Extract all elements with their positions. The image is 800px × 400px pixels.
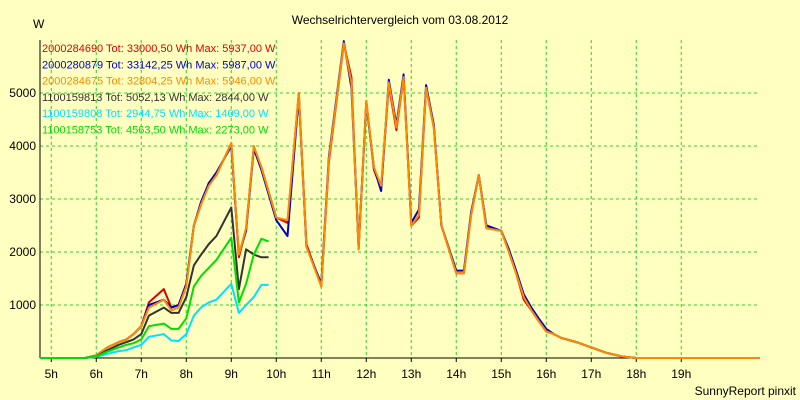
x-tick-label: 12h (356, 367, 376, 381)
x-tick-label: 15h (491, 367, 511, 381)
y-axis-unit: W (33, 17, 45, 31)
legend-entry-1100159808: 1100159808 Tot: 2944,75 Wh Max: 1409,00 … (42, 108, 269, 120)
series-line-2000284675 (40, 42, 760, 359)
x-tick-label: 10h (266, 367, 286, 381)
grid-lines (40, 40, 760, 358)
x-tick-label: 18h (626, 367, 646, 381)
x-tick-label: 6h (90, 367, 103, 381)
legend: 2000284690 Tot: 33000,50 Wh Max: 5937,00… (42, 43, 276, 137)
x-tick-label: 9h (225, 367, 238, 381)
legend-entry-1100159813: 1100159813 Tot: 5052,13 Wh Max: 2844,00 … (42, 92, 269, 104)
legend-entry-2000280879: 2000280879 Tot: 33142,25 Wh Max: 5987,00… (42, 59, 276, 71)
tick-labels: 1000 2000 3000 4000 5000 5h 6h 7h 8h 9h 10h 11h 12h 1… (9, 86, 691, 381)
series-line-1100159808 (40, 282, 269, 359)
legend-entry-2000284675: 2000284675 Tot: 32804,25 Wh Max: 5946,00… (42, 76, 276, 88)
y-tick-label: 5000 (9, 86, 36, 100)
x-tick-label: 19h (671, 367, 691, 381)
y-tick-label: 3000 (9, 192, 36, 206)
series-lines (40, 40, 760, 359)
x-tick-label: 11h (312, 367, 331, 381)
x-tick-label: 13h (401, 367, 421, 381)
chart-title: Wechselrichtervergleich vom 03.08.2012 (292, 13, 509, 27)
y-tick-label: 2000 (9, 245, 36, 259)
x-tick-label: 17h (581, 367, 601, 381)
y-tick-label: 4000 (9, 139, 36, 153)
x-tick-label: 7h (135, 367, 148, 381)
x-tick-label: 14h (446, 367, 466, 381)
y-tick-label: 1000 (9, 298, 36, 312)
x-tick-label: 8h (180, 367, 193, 381)
series-line-1100158753 (40, 236, 269, 359)
legend-entry-2000284690: 2000284690 Tot: 33000,50 Wh Max: 5937,00… (42, 43, 276, 55)
series-line-1100159813 (40, 206, 269, 359)
x-tick-label: 16h (536, 367, 556, 381)
x-tick-label: 5h (45, 367, 58, 381)
footer-credit: SunnyReport pinxit (695, 384, 797, 398)
legend-entry-1100158753: 1100158753 Tot: 4563,50 Wh Max: 2273,00 … (42, 125, 269, 137)
